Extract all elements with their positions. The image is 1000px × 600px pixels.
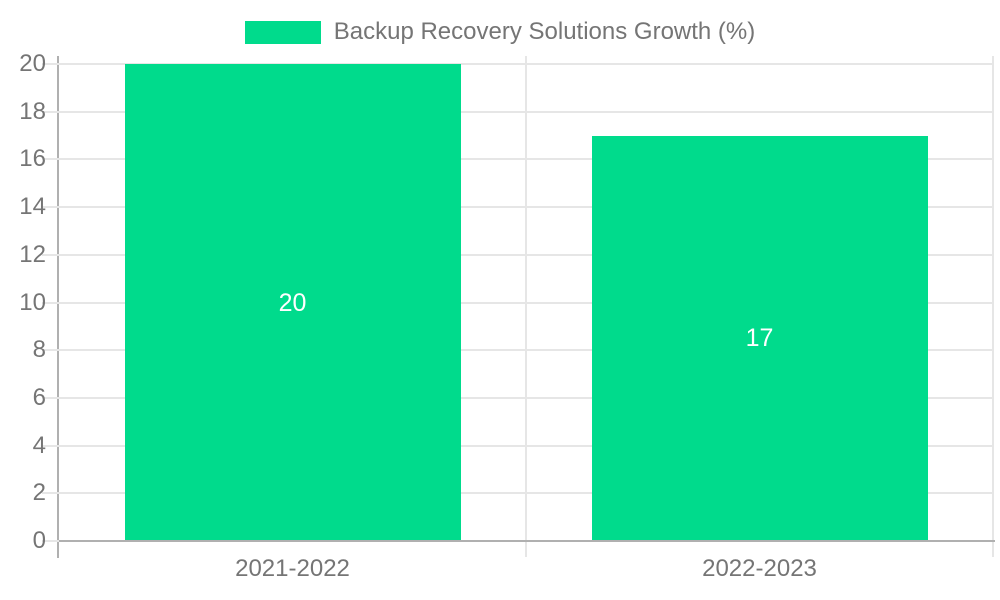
plot-area: 20 17 — [59, 56, 994, 557]
y-tick-label-16: 16 — [19, 145, 46, 173]
legend-swatch — [244, 20, 321, 44]
y-tick-mark-0 — [42, 540, 59, 542]
bar-value-label-2022-2023: 17 — [745, 324, 774, 353]
x-tick-label-2021-2022: 2021-2022 — [235, 555, 350, 582]
y-tick-mark-18 — [42, 110, 59, 113]
gridline-x-boundary-2 — [992, 56, 994, 557]
bar-2021-2022: 20 — [124, 64, 461, 541]
y-tick-label-8: 8 — [32, 336, 46, 364]
y-tick-label-14: 14 — [19, 193, 46, 221]
y-tick-mark-10 — [42, 301, 59, 304]
y-tick-mark-12 — [42, 253, 59, 256]
y-tick-label-2: 2 — [32, 479, 46, 507]
legend: Backup Recovery Solutions Growth (%) — [0, 19, 1000, 45]
x-tick-label-2022-2023: 2022-2023 — [702, 555, 817, 582]
y-tick-mark-4 — [42, 444, 59, 447]
y-tick-label-4: 4 — [32, 431, 46, 459]
legend-label: Backup Recovery Solutions Growth (%) — [333, 18, 756, 45]
y-axis-line — [57, 56, 59, 558]
gridline-x-boundary-1 — [525, 56, 527, 557]
x-axis-line — [59, 540, 995, 542]
y-tick-mark-6 — [42, 396, 59, 399]
y-tick-mark-14 — [42, 206, 59, 209]
y-tick-label-0: 0 — [32, 527, 46, 554]
y-tick-mark-16 — [42, 158, 59, 161]
y-tick-mark-20 — [42, 63, 59, 65]
bar-2022-2023: 17 — [591, 135, 928, 541]
y-tick-label-18: 18 — [19, 97, 46, 125]
y-tick-mark-2 — [42, 492, 59, 495]
y-tick-mark-8 — [42, 349, 59, 352]
y-tick-label-20: 20 — [19, 50, 46, 77]
bar-value-label-2021-2022: 20 — [278, 288, 307, 317]
y-tick-label-6: 6 — [32, 383, 46, 411]
y-tick-label-10: 10 — [19, 288, 46, 316]
y-tick-label-12: 12 — [19, 240, 46, 268]
